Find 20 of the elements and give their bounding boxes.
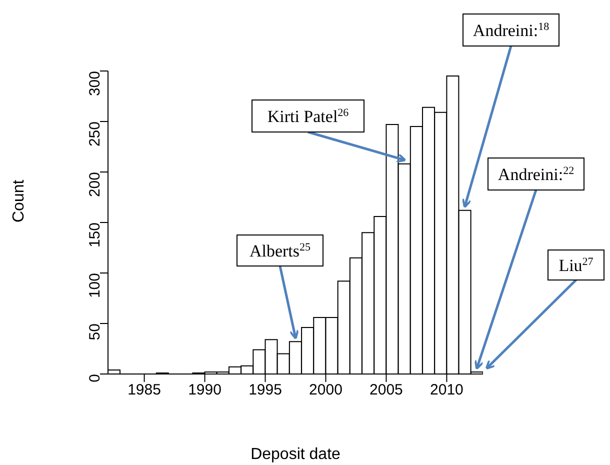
x-tick-label: 2005 bbox=[370, 382, 403, 399]
y-tick-label: 100 bbox=[86, 273, 104, 298]
y-tick-label: 150 bbox=[86, 222, 104, 248]
x-tick-label: 2000 bbox=[309, 382, 342, 399]
x-tick-label: 1985 bbox=[128, 382, 161, 399]
y-tick-label: 0 bbox=[86, 374, 104, 382]
y-axis-title: Count bbox=[10, 179, 28, 222]
annotation: Liu$^{27}$ bbox=[558, 256, 594, 275]
x-axis-title: Deposit date bbox=[250, 446, 341, 463]
x-tick-label: 1995 bbox=[248, 382, 282, 399]
annotation: Alberts$^{25}$ bbox=[249, 242, 312, 260]
annotation: Andreini:$^{18}$ bbox=[472, 21, 550, 40]
annotation: Kirti Patel$^{26}$ bbox=[267, 107, 350, 126]
x-tick-label: 2010 bbox=[430, 382, 464, 399]
y-tick-label: 300 bbox=[86, 71, 104, 96]
x-tick-label: 1990 bbox=[188, 382, 222, 399]
y-tick-label: 200 bbox=[86, 172, 104, 198]
annotation: Andreini:$^{22}$ bbox=[498, 165, 574, 184]
y-tick-label: 250 bbox=[86, 122, 104, 147]
y-tick-label: 50 bbox=[86, 324, 104, 340]
